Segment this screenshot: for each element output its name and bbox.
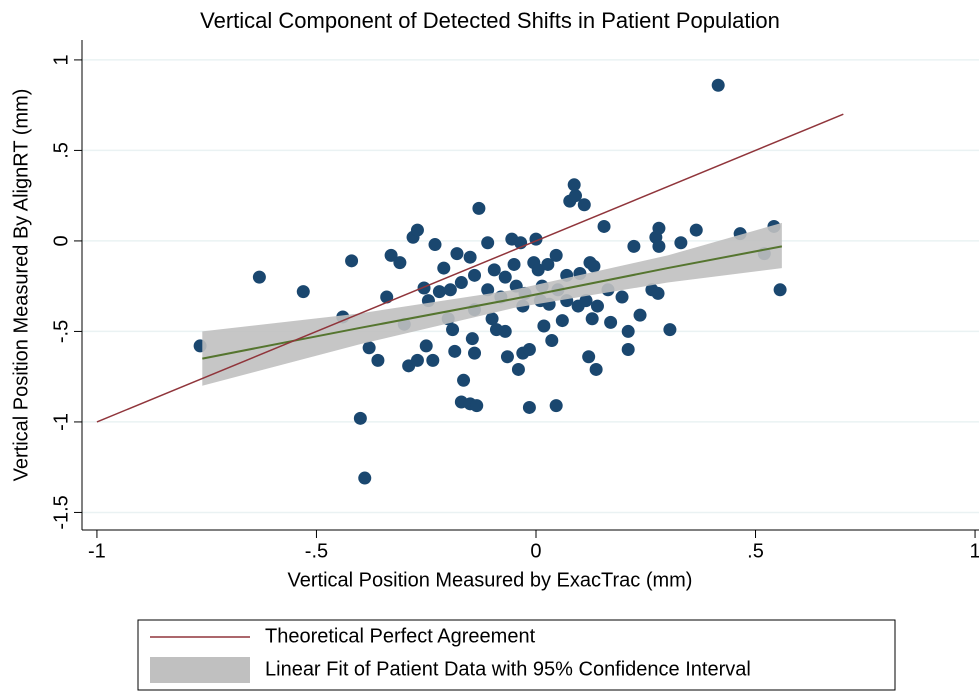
- y-axis-title: Vertical Position Measured By AlignRT (m…: [10, 89, 32, 482]
- scatter-point: [345, 254, 359, 268]
- confidence-band: [202, 222, 782, 386]
- scatter-point: [371, 353, 385, 367]
- scatter-point: [531, 263, 545, 277]
- scatter-point: [652, 221, 666, 235]
- scatter-point: [410, 353, 424, 367]
- scatter-point: [362, 341, 376, 355]
- legend-swatch: [150, 657, 250, 683]
- scatter-point: [393, 256, 407, 270]
- scatter-point: [450, 247, 464, 261]
- scatter-point: [582, 350, 596, 364]
- y-tick-label: 1: [50, 54, 72, 65]
- scatter-point: [663, 323, 677, 337]
- scatter-point: [446, 323, 460, 337]
- scatter-point: [410, 223, 424, 237]
- y-tick-label: -.5: [50, 320, 72, 343]
- scatter-point: [522, 400, 536, 414]
- x-tick-label: -.5: [305, 540, 328, 562]
- scatter-point: [652, 239, 666, 253]
- scatter-point: [633, 308, 647, 322]
- fit-line: [202, 245, 783, 360]
- scatter-point: [481, 283, 495, 297]
- scatter-point: [443, 283, 457, 297]
- scatter-point: [500, 350, 514, 364]
- scatter-point: [485, 312, 499, 326]
- scatter-point: [454, 276, 468, 290]
- legend-label: Theoretical Perfect Agreement: [265, 625, 536, 647]
- y-tick-label: -1: [50, 413, 72, 431]
- scatter-point: [589, 362, 603, 376]
- y-tick-label: .5: [50, 142, 72, 159]
- scatter-point: [773, 283, 787, 297]
- scatter-point: [689, 223, 703, 237]
- scatter-point: [590, 299, 604, 313]
- scatter-point: [472, 201, 486, 215]
- scatter-point: [585, 312, 599, 326]
- scatter-point: [577, 198, 591, 212]
- x-tick-label: 0: [530, 540, 541, 562]
- scatter-point: [358, 471, 372, 485]
- scatter-point: [711, 78, 725, 92]
- scatter-point: [428, 238, 442, 252]
- scatter-point: [252, 270, 266, 284]
- scatter-point: [468, 346, 482, 360]
- y-tick-label: -1.5: [50, 495, 72, 529]
- scatter-point: [296, 285, 310, 299]
- scatter-point: [481, 236, 495, 250]
- scatter-point: [604, 315, 618, 329]
- scatter-point: [468, 268, 482, 282]
- scatter-point: [579, 294, 593, 308]
- scatter-point: [541, 257, 555, 271]
- scatter-point: [507, 257, 521, 271]
- x-axis-title: Vertical Position Measured by ExacTrac (…: [288, 569, 693, 591]
- x-tick-label: .5: [747, 540, 764, 562]
- scatter-point: [651, 286, 665, 300]
- x-tick-label: -1: [88, 540, 106, 562]
- scatter-point: [437, 261, 451, 275]
- scatter-point: [569, 189, 583, 203]
- scatter-point: [627, 239, 641, 253]
- scatter-point: [498, 270, 512, 284]
- scatter-point: [470, 399, 484, 413]
- scatter-point: [457, 373, 471, 387]
- x-tick-label: 1: [969, 540, 979, 562]
- scatter-point: [549, 399, 563, 413]
- scatter-point: [621, 324, 635, 338]
- scatter-point: [522, 343, 536, 357]
- scatter-point: [426, 353, 440, 367]
- scatter-point: [567, 178, 581, 192]
- scatter-point: [549, 248, 563, 262]
- chart-title: Vertical Component of Detected Shifts in…: [200, 8, 780, 33]
- scatter-point: [417, 281, 431, 295]
- scatter-point: [498, 324, 512, 338]
- scatter-point: [380, 290, 394, 304]
- scatter-point: [674, 236, 688, 250]
- legend-label: Linear Fit of Patient Data with 95% Conf…: [265, 658, 751, 680]
- scatter-point: [448, 344, 462, 358]
- scatter-point: [587, 259, 601, 273]
- scatter-point: [353, 411, 367, 425]
- legend-box: [137, 619, 896, 691]
- scatter-point: [432, 285, 446, 299]
- scatter-point: [419, 339, 433, 353]
- scatter-point: [511, 362, 525, 376]
- scatter-point: [545, 333, 559, 347]
- scatter-point: [487, 263, 501, 277]
- scatter-point: [537, 319, 551, 333]
- scatter-point: [384, 248, 398, 262]
- scatter-point: [615, 290, 629, 304]
- scatter-point: [597, 219, 611, 233]
- reference-line: [96, 113, 844, 423]
- scatter-point: [555, 314, 569, 328]
- scatter-point: [621, 343, 635, 357]
- scatter-point: [463, 250, 477, 264]
- y-tick-label: 0: [50, 235, 72, 246]
- scatter-point: [465, 332, 479, 346]
